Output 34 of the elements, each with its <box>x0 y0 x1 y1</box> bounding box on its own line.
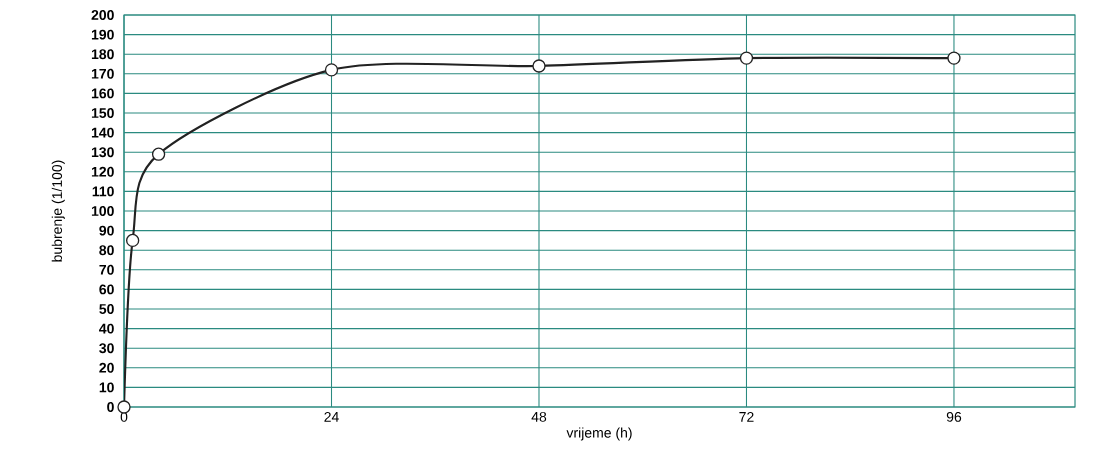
y-tick-label: 160 <box>91 88 114 99</box>
y-tick-label: 30 <box>99 343 114 354</box>
x-tick-label: 24 <box>324 411 339 422</box>
x-axis-title: vrijeme (h) <box>566 427 632 441</box>
y-tick-label: 140 <box>91 127 114 138</box>
point <box>117 400 131 414</box>
y-tick-label: 120 <box>91 166 114 177</box>
y-tick-label: 70 <box>99 264 114 275</box>
y-tick-label: 200 <box>91 10 114 20</box>
y-axis-title: bubrenje (1/100) <box>51 160 65 262</box>
point <box>151 147 166 161</box>
y-tick-label: 150 <box>91 108 114 118</box>
point <box>125 233 140 248</box>
y-tick-label: 0 <box>107 402 114 412</box>
y-tick-label: 170 <box>91 68 114 79</box>
y-tick-label: 130 <box>91 147 114 158</box>
y-tick-label: 180 <box>91 49 114 60</box>
y-tick-label: 100 <box>91 206 114 216</box>
y-tick-label: 20 <box>99 362 114 373</box>
y-tick-label: 90 <box>99 225 114 236</box>
y-tick-label: 60 <box>99 284 114 295</box>
y-tick-label: 190 <box>91 29 114 40</box>
y-tick-label: 110 <box>92 186 114 197</box>
y-tick-label: 50 <box>99 304 114 314</box>
x-tick-label: 48 <box>531 411 547 422</box>
point <box>324 63 339 77</box>
point <box>532 59 546 73</box>
y-tick-label: 40 <box>99 323 114 334</box>
y-tick-label: 80 <box>99 245 114 256</box>
y-tick-label: 10 <box>99 382 114 393</box>
point <box>739 51 754 65</box>
x-tick-label: 96 <box>946 411 962 422</box>
x-tick-label: 72 <box>739 411 754 422</box>
point <box>947 51 961 65</box>
